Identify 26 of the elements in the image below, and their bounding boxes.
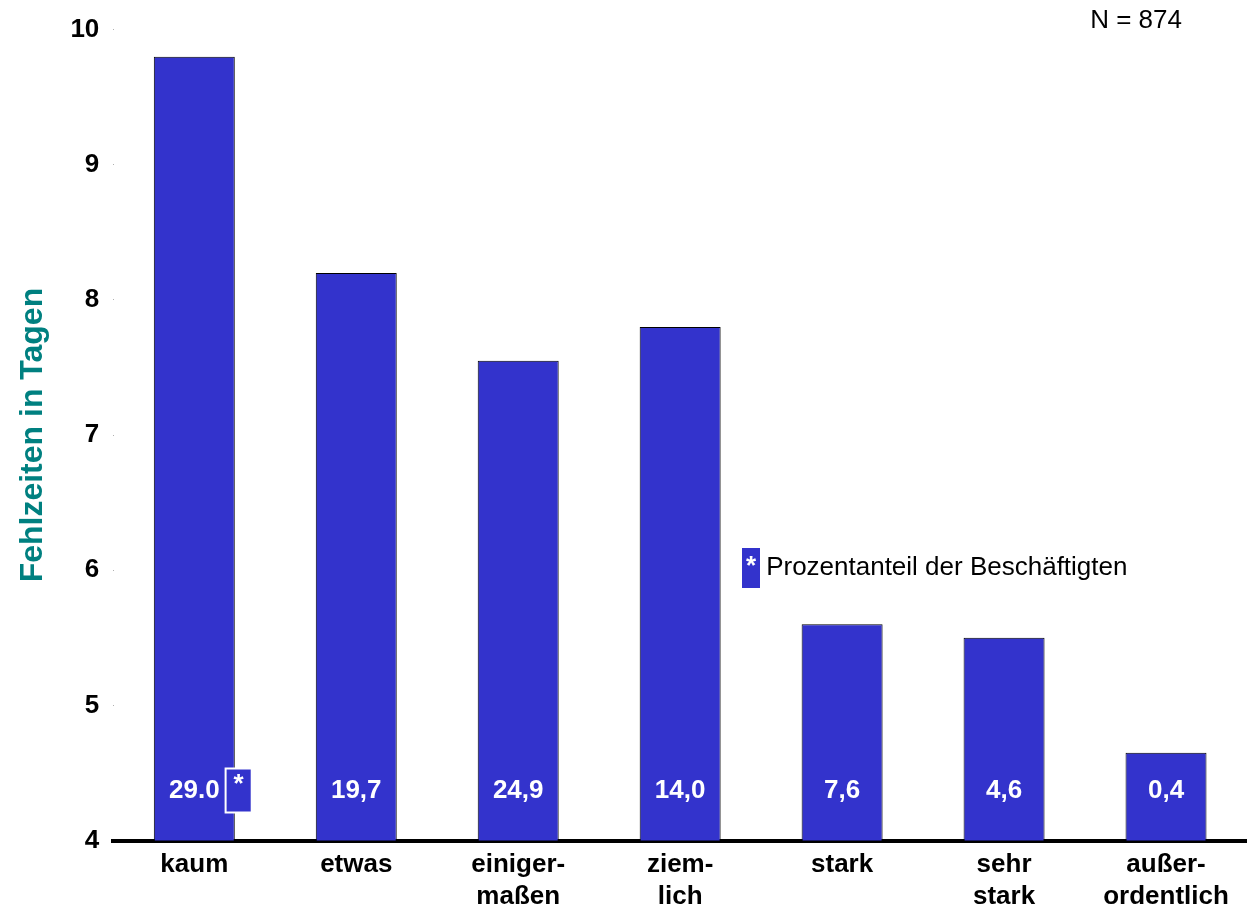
x-tick-label: ziem- lich xyxy=(646,848,714,910)
text: Prozentanteil der Beschäftigten xyxy=(766,550,1128,581)
y-tick-label: 6 xyxy=(84,553,100,584)
x-tick-label: etwas xyxy=(320,848,393,879)
annotation: 0,4 xyxy=(1147,773,1185,804)
annotation: 19,7 xyxy=(330,773,382,804)
x-tick-label: außer- ordentlich xyxy=(1103,848,1229,910)
y-tick-label: 9 xyxy=(84,147,100,178)
annotation: 24,9 xyxy=(492,773,544,804)
y-tick-label: 8 xyxy=(84,283,100,314)
y-tick-label: 10 xyxy=(70,12,100,43)
swatch-box: * xyxy=(742,548,761,588)
x-tick-label: sehr stark xyxy=(972,848,1036,910)
annotation: 29.0 xyxy=(168,773,220,804)
y-axis-title: Fehlzeiten in Tagen xyxy=(13,287,50,583)
annotation: 4,6 xyxy=(985,773,1023,804)
y-tick-label: 5 xyxy=(84,688,100,719)
annotation: N = 874 xyxy=(1090,4,1182,35)
annotation: * xyxy=(233,767,245,798)
annotation: 14,0 xyxy=(654,773,706,804)
x-tick-label: einiger- maßen xyxy=(471,848,566,910)
y-tick-label: 4 xyxy=(84,823,100,854)
y-tick-label: 7 xyxy=(84,418,100,449)
x-tick-label: stark xyxy=(811,848,874,879)
x-tick-label: kaum xyxy=(160,848,229,879)
annotation: 7,6 xyxy=(824,773,861,804)
